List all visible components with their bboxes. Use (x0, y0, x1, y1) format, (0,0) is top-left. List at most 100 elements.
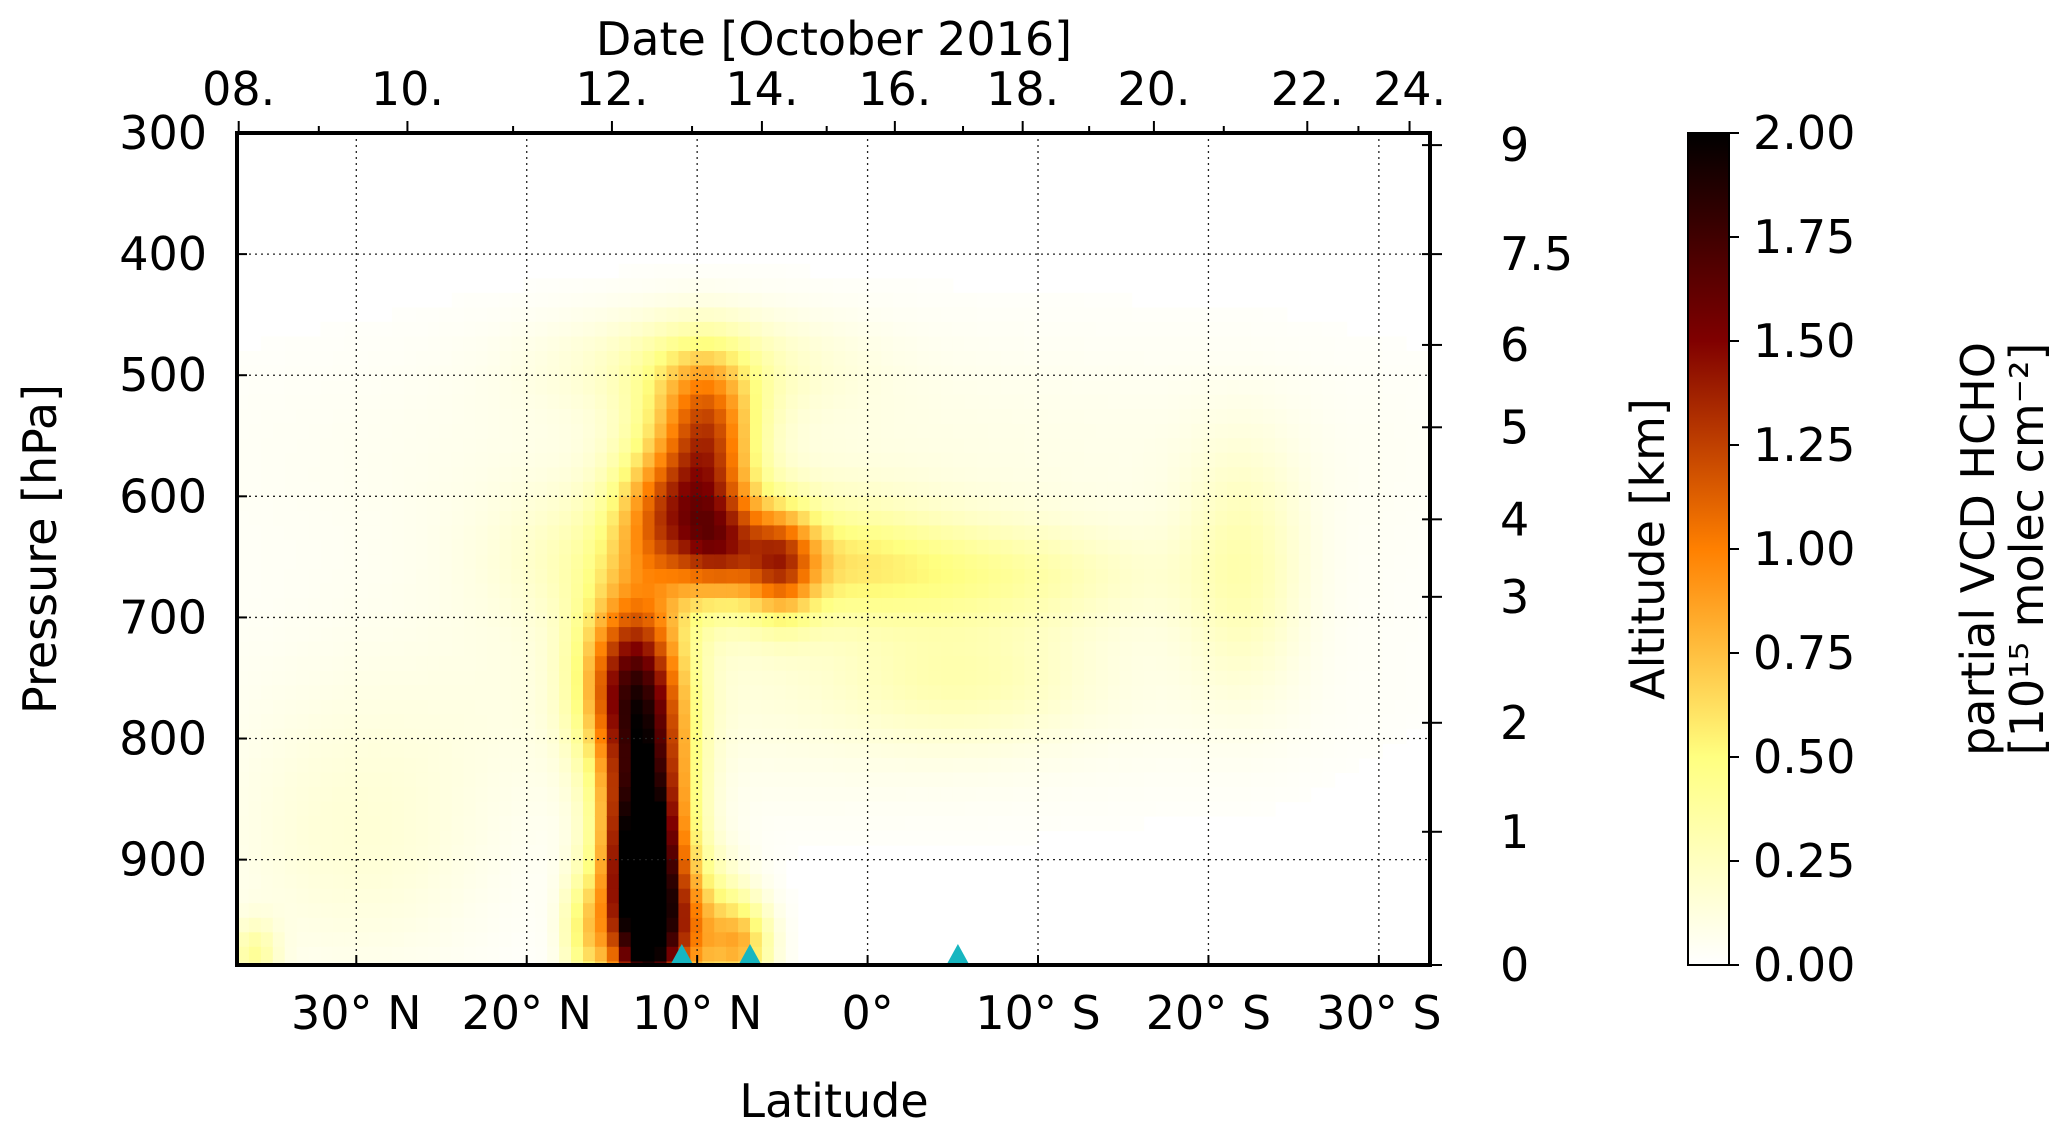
heatmap-cell (738, 380, 751, 396)
heatmap-cell (881, 772, 894, 788)
heatmap-cell (1119, 525, 1133, 541)
heatmap-cell (750, 583, 763, 599)
heatmap-cell (678, 859, 691, 875)
heatmap-cell (368, 714, 381, 730)
heatmap-cell (1251, 510, 1264, 526)
heatmap-cell (1131, 612, 1145, 628)
heatmap-cell (344, 699, 357, 715)
heatmap-cell (463, 787, 477, 803)
heatmap-cell (237, 583, 250, 599)
heatmap-cell (1322, 394, 1336, 410)
top-tick-label: 20. (1117, 62, 1190, 116)
heatmap-cell (368, 336, 381, 352)
heatmap-cell (594, 598, 608, 614)
heatmap-cell (237, 394, 250, 410)
heatmap-cell (1191, 336, 1204, 352)
heatmap-cell (917, 438, 930, 454)
heatmap-cell (1251, 728, 1264, 744)
heatmap-cell (666, 888, 679, 904)
heatmap-cell (1298, 772, 1312, 788)
heatmap-cell (380, 481, 393, 497)
heatmap-cell (1251, 554, 1264, 570)
heatmap-cell (618, 874, 632, 890)
heatmap-cell (404, 728, 417, 744)
heatmap-cell (618, 525, 632, 541)
heatmap-cell (654, 438, 667, 454)
heatmap-cell (248, 525, 262, 541)
heatmap-cell (606, 481, 620, 497)
heatmap-cell (571, 409, 584, 425)
heatmap-cell (785, 656, 799, 672)
heatmap-cell (726, 539, 739, 555)
heatmap-cell (630, 801, 644, 817)
heatmap-cell (738, 336, 751, 352)
heatmap-cell (654, 656, 667, 672)
heatmap-cell (404, 569, 417, 585)
heatmap-cell (1370, 728, 1383, 744)
heatmap-cell (427, 452, 441, 468)
heatmap-cell (1179, 423, 1192, 439)
heatmap-cell (976, 380, 990, 396)
heatmap-cell (380, 351, 393, 367)
heatmap-cell (642, 728, 656, 744)
heatmap-cell (654, 365, 667, 381)
heatmap-cell (1322, 757, 1336, 773)
heatmap-cell (380, 670, 393, 686)
heatmap-cell (571, 859, 584, 875)
heatmap-cell (535, 554, 548, 570)
heatmap-cell (1048, 801, 1061, 817)
heatmap-cell (1215, 656, 1228, 672)
heatmap-cell (618, 423, 632, 439)
heatmap-cell (869, 525, 882, 541)
heatmap-cell (237, 859, 250, 875)
heatmap-cell (392, 452, 405, 468)
heatmap-cell (1191, 641, 1204, 657)
heatmap-cell (427, 627, 441, 643)
heatmap-cell (535, 845, 548, 861)
heatmap-cell (356, 917, 369, 933)
heatmap-cell (272, 612, 286, 628)
heatmap-cell (1012, 583, 1025, 599)
heatmap-cell (1107, 757, 1121, 773)
heatmap-cell (1298, 321, 1312, 337)
heatmap-cell (1107, 583, 1121, 599)
heatmap-cell (523, 612, 536, 628)
heatmap-cell (845, 496, 858, 512)
heatmap-cell (1418, 627, 1430, 643)
heatmap-cell (248, 641, 262, 657)
heatmap-cell (630, 452, 644, 468)
heatmap-cell (1406, 714, 1419, 730)
heatmap-cell (320, 641, 333, 657)
heatmap-cell (666, 859, 679, 875)
heatmap-cell (260, 351, 274, 367)
heatmap-cell (594, 874, 608, 890)
heatmap-cell (1012, 336, 1025, 352)
heatmap-cell (404, 859, 417, 875)
heatmap-cell (1048, 685, 1061, 701)
heatmap-cell (940, 525, 954, 541)
heatmap-cell (1203, 554, 1216, 570)
heatmap-cell (1060, 452, 1073, 468)
heatmap-cell (1131, 772, 1145, 788)
heatmap-cell (881, 830, 894, 846)
heatmap-cell (964, 481, 978, 497)
heatmap-cell (1215, 685, 1228, 701)
heatmap-cell (1239, 743, 1252, 759)
heatmap-cell (237, 888, 250, 904)
heatmap-cell (368, 569, 381, 585)
heatmap-cell (618, 467, 632, 483)
heatmap-cell (964, 307, 978, 323)
heatmap-cell (928, 772, 942, 788)
heatmap-cell (487, 932, 500, 948)
heatmap-cell (1191, 757, 1204, 773)
heatmap-cell (928, 380, 942, 396)
heatmap-cell (1406, 467, 1419, 483)
heatmap-cell (583, 467, 596, 483)
heatmap-cell (1179, 481, 1192, 497)
heatmap-cell (320, 728, 333, 744)
heatmap-cell (905, 656, 918, 672)
heatmap-cell (952, 598, 966, 614)
heatmap-cell (416, 409, 429, 425)
heatmap-cell (654, 539, 667, 555)
heatmap-cell (940, 612, 954, 628)
